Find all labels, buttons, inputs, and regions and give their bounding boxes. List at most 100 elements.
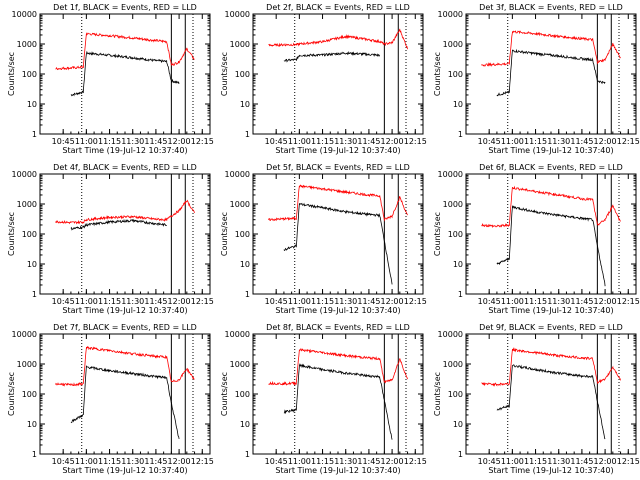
y-axis-label: Counts/sec [220,52,229,96]
panel-title: Det 3f, BLACK = Events, RED = LLD [479,3,623,12]
x-tick-label: 11:45 [570,137,593,146]
y-tick-label: 100 [448,230,463,239]
x-axis-label: Start Time (19-Jul-12 10:37:40) [275,146,400,155]
y-tick-label: 10 [27,100,37,109]
panel-title: Det 5f, BLACK = Events, RED = LLD [266,163,410,172]
x-tick-label: 12:00 [168,457,191,466]
detector-panel: Det 4f, BLACK = Events, RED = LLD 1 10 100 1… [7,163,214,315]
y-tick-label: 100 [22,390,37,399]
detector-panel: Det 9f, BLACK = Events, RED = LLD 1 10 100 1… [433,323,640,475]
x-tick-label: 11:45 [357,297,380,306]
plot-frame [252,173,424,295]
x-axis-label: Start Time (19-Jul-12 10:37:40) [275,306,400,315]
x-tick-label: 10:45 [265,137,288,146]
x-tick-label: 11:30 [121,457,144,466]
y-tick-label: 1 [32,450,37,459]
x-tick-label: 11:30 [547,457,570,466]
x-tick-label: 12:15 [617,137,640,146]
y-tick-label: 1000 [230,40,250,49]
panel-title: Det 6f, BLACK = Events, RED = LLD [479,163,623,172]
x-tick-label: 11:15 [524,297,547,306]
x-tick-label: 11:15 [311,457,334,466]
x-tick-label: 11:45 [144,297,167,306]
y-tick-label: 10000 [225,10,250,19]
series-line-events [496,205,606,287]
panel-title: Det 7f, BLACK = Events, RED = LLD [53,323,197,332]
y-tick-label: 100 [235,230,250,239]
x-axis-label: Start Time (19-Jul-12 10:37:40) [488,146,613,155]
x-tick-label: 11:45 [357,137,380,146]
series-line-lld [268,28,408,50]
y-axis-label: Counts/sec [7,212,16,256]
x-axis-label: Start Time (19-Jul-12 10:37:40) [62,146,187,155]
plot-frame [252,13,424,135]
x-tick-label: 11:30 [334,137,357,146]
y-tick-label: 100 [22,230,37,239]
x-tick-label: 11:15 [98,297,121,306]
y-tick-label: 10 [240,100,250,109]
y-tick-label: 10000 [225,170,250,179]
y-tick-label: 1000 [17,360,37,369]
series-line-events [70,50,180,97]
series-line-lld [55,345,195,387]
x-tick-label: 11:30 [121,297,144,306]
y-axis-label: Counts/sec [433,212,442,256]
x-tick-label: 11:30 [334,297,357,306]
x-tick-label: 11:00 [288,457,311,466]
y-tick-label: 100 [22,70,37,79]
y-tick-label: 100 [448,390,463,399]
x-tick-label: 12:15 [404,297,427,306]
x-tick-label: 11:45 [357,457,380,466]
x-tick-label: 12:15 [404,137,427,146]
y-tick-label: 10 [240,420,250,429]
detector-panel: Det 2f, BLACK = Events, RED = LLD 1 10 100 1… [220,3,427,155]
series-line-events [283,363,393,440]
series-line-lld [55,199,195,225]
x-tick-label: 11:15 [311,137,334,146]
series-line-lld [481,347,621,387]
series-line-events [70,365,180,439]
y-tick-label: 1000 [443,200,463,209]
series-line-lld [268,347,408,386]
y-tick-label: 1000 [443,360,463,369]
x-tick-label: 11:00 [501,297,524,306]
series-line-events [496,364,606,440]
x-tick-label: 11:30 [121,137,144,146]
x-tick-label: 11:45 [570,297,593,306]
x-tick-label: 11:00 [75,457,98,466]
y-tick-label: 100 [235,390,250,399]
plot-frame [39,333,211,455]
plot-frame [252,333,424,455]
x-tick-label: 12:00 [381,457,404,466]
y-tick-label: 1 [245,130,250,139]
x-tick-label: 12:15 [404,457,427,466]
y-tick-label: 1000 [230,200,250,209]
x-tick-label: 11:00 [288,297,311,306]
y-tick-label: 1000 [17,200,37,209]
series-line-lld [55,32,195,71]
y-axis-label: Counts/sec [7,52,16,96]
x-tick-label: 12:15 [191,297,214,306]
y-tick-label: 1 [32,130,37,139]
y-tick-label: 10000 [12,170,37,179]
series-line-lld [481,185,621,229]
y-axis-label: Counts/sec [7,372,16,416]
panel-title: Det 4f, BLACK = Events, RED = LLD [53,163,197,172]
x-tick-label: 11:00 [288,137,311,146]
y-tick-label: 1 [32,290,37,299]
detector-panel: Det 3f, BLACK = Events, RED = LLD 1 10 100 1… [433,3,640,155]
x-tick-label: 11:15 [524,457,547,466]
x-tick-label: 12:00 [168,137,191,146]
detector-panel: Det 7f, BLACK = Events, RED = LLD 1 10 100 1… [7,323,214,475]
x-tick-label: 11:00 [501,457,524,466]
x-tick-label: 12:15 [617,297,640,306]
y-tick-label: 10000 [225,330,250,339]
x-tick-label: 11:15 [524,137,547,146]
x-tick-label: 12:15 [191,457,214,466]
plot-frame [39,13,211,135]
x-tick-label: 11:15 [311,297,334,306]
x-axis-label: Start Time (19-Jul-12 10:37:40) [62,466,187,475]
x-tick-label: 10:45 [52,457,75,466]
x-tick-label: 12:15 [191,137,214,146]
x-tick-label: 10:45 [52,137,75,146]
